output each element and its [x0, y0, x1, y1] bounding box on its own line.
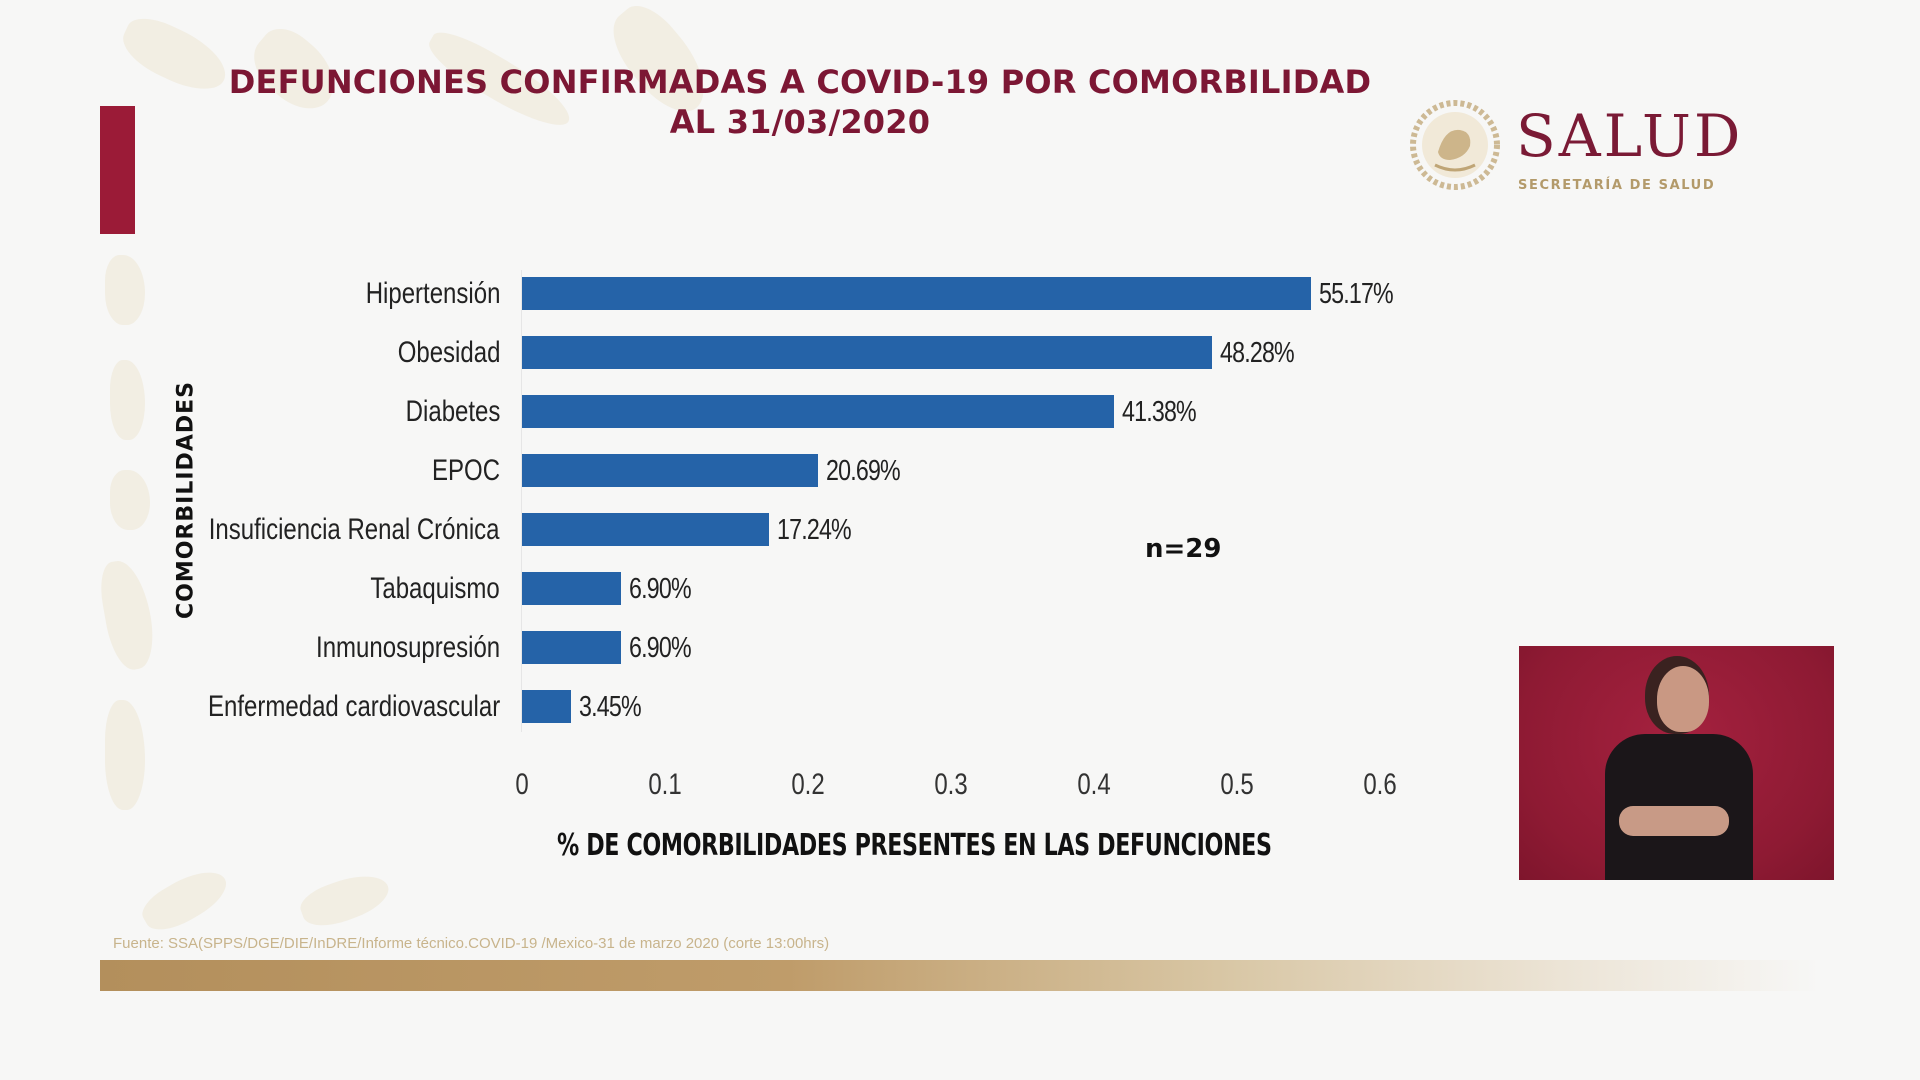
- category-label: Obesidad: [397, 336, 500, 369]
- data-label: 6.90%: [628, 573, 692, 605]
- x-tick-label: 0.4: [1077, 768, 1111, 801]
- footer-gold-band: [100, 960, 1820, 991]
- salud-logo: SALUD SECRETARÍA DE SALUD: [1408, 98, 1768, 198]
- x-tick-label: 0.2: [791, 768, 825, 801]
- bar: [522, 572, 621, 605]
- data-label: 20.69%: [825, 455, 901, 487]
- data-label: 17.24%: [776, 514, 852, 546]
- data-label: 3.45%: [579, 691, 642, 723]
- category-label: Hipertensión: [365, 277, 500, 310]
- x-axis-title: % DE COMORBILIDADES PRESENTES EN LAS DEF…: [557, 828, 1272, 863]
- data-label: 6.90%: [628, 632, 692, 664]
- bar: [522, 690, 572, 723]
- category-label: Enfermedad cardiovascular: [207, 690, 500, 723]
- sign-language-interpreter-video: [1519, 646, 1834, 880]
- bar: [522, 336, 1213, 369]
- logo-subtitle: SECRETARÍA DE SALUD: [1518, 178, 1716, 193]
- y-axis-line: [521, 270, 522, 732]
- title-line-1: DEFUNCIONES CONFIRMADAS A COVID-19 POR C…: [228, 63, 1372, 101]
- title-line-2: AL 31/03/2020: [669, 103, 931, 141]
- category-label: Tabaquismo: [370, 572, 500, 605]
- data-label: 41.38%: [1121, 396, 1197, 428]
- interpreter-head: [1657, 666, 1709, 732]
- source-footnote: Fuente: SSA(SPPS/DGE/DIE/InDRE/Informe t…: [113, 935, 830, 952]
- accent-bar: [100, 106, 135, 234]
- data-label: 55.17%: [1318, 278, 1394, 310]
- bar: [522, 513, 769, 546]
- slide-title: DEFUNCIONES CONFIRMADAS A COVID-19 POR C…: [100, 62, 1500, 142]
- x-tick-label: 0.6: [1363, 768, 1397, 801]
- bar: [522, 631, 621, 664]
- x-tick-label: 0.5: [1220, 768, 1254, 801]
- bar: [522, 454, 818, 487]
- y-axis-title: COMORBILIDADES: [173, 381, 199, 619]
- x-tick-label: 0.1: [648, 768, 682, 801]
- x-tick-label: 0: [515, 768, 529, 801]
- interpreter-hands: [1619, 806, 1729, 836]
- coat-of-arms-seal-icon: [1410, 100, 1500, 190]
- category-label: Insuficiencia Renal Crónica: [209, 513, 500, 546]
- category-label: Inmunosupresión: [315, 631, 500, 664]
- data-label: 48.28%: [1220, 337, 1295, 369]
- category-label: Diabetes: [405, 395, 500, 428]
- bar: [522, 395, 1114, 428]
- x-tick-label: 0.3: [934, 768, 968, 801]
- sample-size-annotation: n=29: [1145, 534, 1222, 564]
- category-label: EPOC: [431, 454, 500, 487]
- logo-word: SALUD: [1516, 102, 1744, 170]
- bar: [522, 277, 1311, 310]
